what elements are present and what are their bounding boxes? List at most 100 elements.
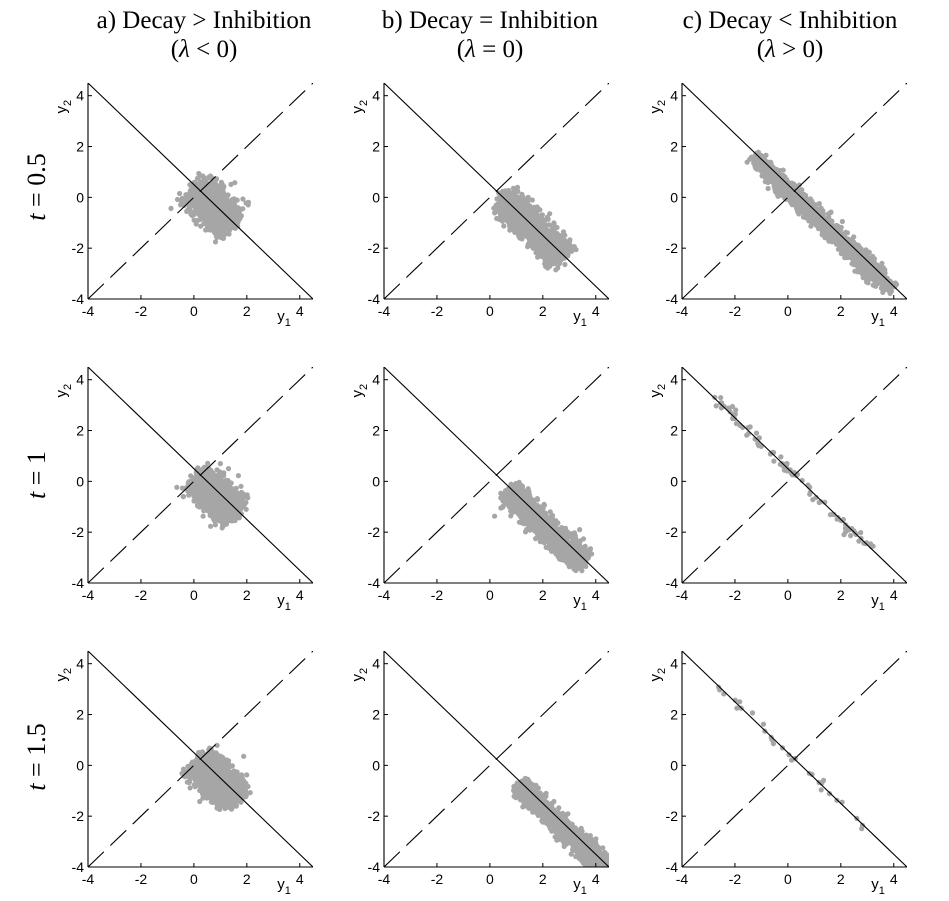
data-point <box>529 241 535 247</box>
data-point <box>512 196 518 202</box>
data-point <box>516 227 522 233</box>
dashed-reference-line <box>88 83 313 299</box>
data-point <box>211 196 217 202</box>
data-point <box>211 179 217 185</box>
data-point <box>850 239 857 245</box>
data-point <box>533 205 539 212</box>
data-point <box>511 209 518 215</box>
x-tick-label: -2 <box>135 303 148 319</box>
x-tick-label: -2 <box>729 303 742 319</box>
data-point <box>501 223 507 229</box>
data-point <box>547 263 553 269</box>
data-point <box>530 245 536 251</box>
x-tick-label: -4 <box>676 303 689 319</box>
x-axis-label: y1 <box>277 308 291 329</box>
data-point <box>854 260 860 266</box>
data-point <box>795 201 801 207</box>
data-point <box>178 199 185 205</box>
data-point <box>499 199 505 205</box>
data-point <box>201 207 207 213</box>
data-point <box>539 238 545 244</box>
data-point <box>860 275 866 281</box>
data-point <box>775 187 781 193</box>
data-point <box>792 183 798 189</box>
x-tick-label: 0 <box>486 303 494 319</box>
data-point <box>226 205 232 211</box>
data-point <box>230 215 236 221</box>
data-point <box>502 206 508 212</box>
data-point <box>540 243 547 249</box>
data-point <box>535 223 541 229</box>
data-point <box>570 246 577 252</box>
data-point <box>833 241 840 247</box>
data-point <box>216 199 222 205</box>
y-tick-label: -2 <box>368 240 381 256</box>
data-point <box>759 173 765 179</box>
data-point <box>863 270 869 277</box>
column-title-b: b) Decay = Inhibition (λ = 0) <box>340 6 640 64</box>
data-point <box>560 229 567 235</box>
panel-c-t0-5-points <box>744 149 900 296</box>
data-point <box>556 238 562 244</box>
data-point <box>202 180 208 186</box>
data-point <box>866 249 872 255</box>
data-point <box>539 217 545 223</box>
data-point <box>534 238 540 244</box>
data-point <box>795 209 801 215</box>
data-point <box>500 188 506 194</box>
data-point <box>551 221 557 227</box>
data-point <box>779 182 785 188</box>
data-point <box>544 242 551 248</box>
data-point <box>240 196 246 202</box>
data-point <box>520 205 526 211</box>
y-axis-label: y2 <box>349 100 370 114</box>
data-point <box>177 190 183 197</box>
data-point <box>520 226 527 232</box>
x-axis-label-subscript: 1 <box>285 317 291 329</box>
x-tick-label: -2 <box>431 303 444 319</box>
data-point <box>552 248 558 254</box>
data-point <box>208 213 215 219</box>
data-point <box>207 190 213 196</box>
data-point <box>551 238 557 244</box>
data-point <box>230 197 236 203</box>
data-point <box>763 152 769 158</box>
data-point <box>228 181 234 187</box>
data-point <box>825 211 832 217</box>
data-point <box>840 248 846 254</box>
x-tick-label: 4 <box>592 303 600 319</box>
data-point <box>763 161 769 168</box>
data-point <box>529 197 535 203</box>
data-point <box>207 185 213 191</box>
y-axis-label: y2 <box>53 100 74 114</box>
data-point <box>873 281 879 287</box>
data-point <box>755 149 762 155</box>
data-point <box>224 196 230 203</box>
data-point <box>517 234 523 240</box>
y-tick-label: -2 <box>72 240 85 256</box>
data-point <box>839 218 846 225</box>
data-point <box>547 234 553 241</box>
x-tick-label: -4 <box>378 303 391 319</box>
data-point <box>824 228 830 234</box>
data-point <box>870 253 876 259</box>
data-point <box>224 225 230 231</box>
data-point <box>509 217 515 223</box>
data-point <box>187 182 193 188</box>
data-point <box>820 226 827 232</box>
x-tick-label: 4 <box>890 303 898 319</box>
y-tick-label: 4 <box>372 88 380 104</box>
column-title-a-line2: (λ < 0) <box>170 36 238 63</box>
data-point <box>198 173 204 179</box>
data-point <box>835 246 842 252</box>
data-point <box>549 258 555 264</box>
data-point <box>534 247 540 253</box>
data-point <box>779 192 785 198</box>
data-point <box>531 235 537 241</box>
data-point <box>530 218 536 224</box>
x-axis-label: y1 <box>573 308 587 329</box>
data-point <box>525 194 531 200</box>
data-point <box>881 287 887 293</box>
data-point <box>768 162 775 169</box>
